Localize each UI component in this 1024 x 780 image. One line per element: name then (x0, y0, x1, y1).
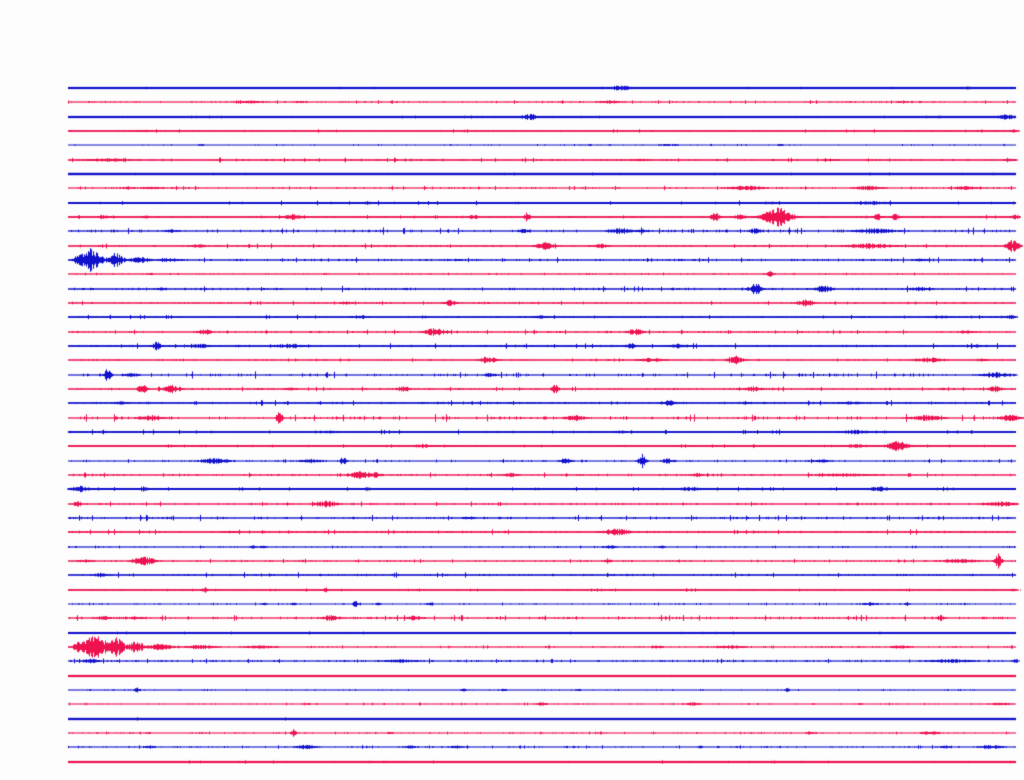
helicorder-page: HL Aperanthos (Naxos) 2022-10-14 Applied… (0, 0, 1024, 780)
helicorder-canvas (0, 0, 1024, 780)
